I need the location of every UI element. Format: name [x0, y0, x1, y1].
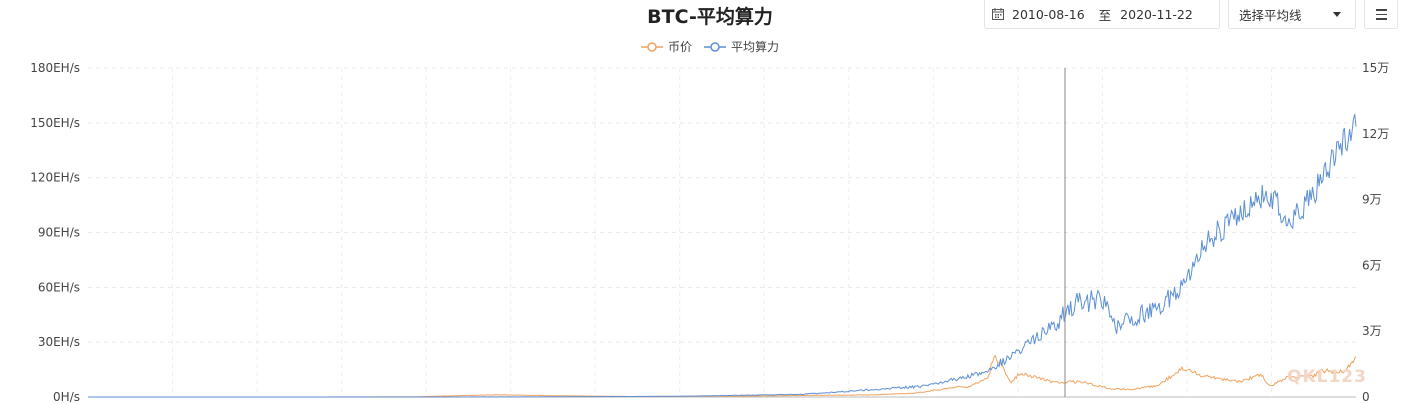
date-range-picker[interactable]: 2010-08-16 至 2020-11-22 [984, 0, 1220, 29]
y-left-tick-label: 90EH/s [38, 226, 80, 240]
legend: 币价 平均算力 [641, 38, 791, 55]
grid [88, 67, 1356, 398]
chevron-down-icon [1333, 12, 1341, 17]
menu-icon [1376, 13, 1387, 15]
legend-marker-price [641, 41, 663, 52]
series-layer [88, 114, 1357, 398]
date-separator: 至 [1098, 7, 1112, 23]
legend-item-price[interactable]: 币价 [641, 38, 692, 55]
legend-label-price: 币价 [668, 40, 693, 54]
chart-title: BTC-平均算力 [647, 6, 773, 28]
y-right-axis: 0 3万 6万 9万 12万 15万 [1362, 61, 1389, 404]
y-left-tick-label: 60EH/s [38, 280, 80, 294]
y-right-tick-label: 6万 [1362, 258, 1382, 272]
y-right-tick-label: 15万 [1362, 61, 1389, 75]
watermark-logo: QKL123 [1287, 367, 1367, 387]
legend-marker-hashrate [704, 41, 727, 52]
menu-icon [1376, 9, 1387, 11]
menu-icon [1376, 18, 1387, 20]
y-right-tick-label: 9万 [1362, 193, 1382, 207]
y-left-tick-label: 0H/s [53, 390, 80, 404]
y-left-axis: 0H/s 30EH/s 60EH/s 90EH/s 120EH/s 150EH/s 180E… [30, 61, 80, 404]
y-right-tick-label: 0 [1362, 390, 1370, 404]
series-line-price [88, 354, 1357, 398]
menu-button[interactable] [1364, 0, 1398, 29]
y-right-tick-label: 12万 [1362, 127, 1389, 141]
y-left-tick-label: 180EH/s [30, 61, 80, 75]
y-right-tick-label: 3万 [1362, 324, 1382, 338]
y-left-tick-label: 30EH/s [38, 335, 80, 349]
moving-average-select[interactable]: 选择平均线 [1228, 0, 1356, 29]
calendar-icon[interactable] [992, 8, 1004, 20]
date-start-input[interactable]: 2010-08-16 [1012, 6, 1085, 22]
legend-label-hashrate: 平均算力 [731, 40, 780, 54]
series-line-hashrate [88, 114, 1357, 398]
y-left-tick-label: 120EH/s [30, 171, 80, 185]
legend-item-hashrate[interactable]: 平均算力 [704, 38, 779, 55]
date-end-input[interactable]: 2020-11-22 [1120, 6, 1193, 22]
moving-average-select-label: 选择平均线 [1239, 7, 1302, 23]
y-left-tick-label: 150EH/s [30, 116, 80, 130]
